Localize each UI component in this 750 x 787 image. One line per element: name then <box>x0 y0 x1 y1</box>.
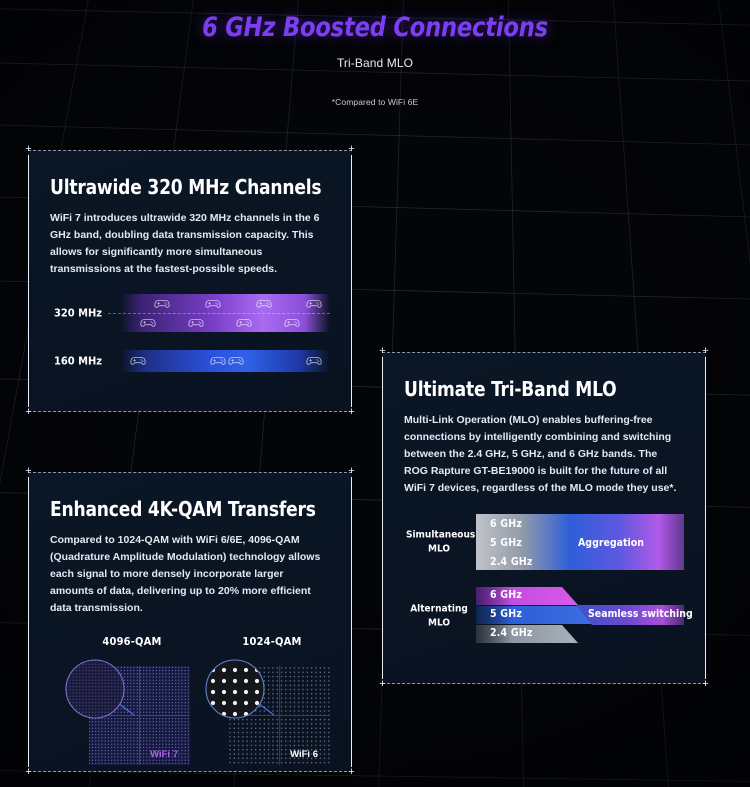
qam-heading: 1024-QAM <box>242 635 302 648</box>
qam-block-4096: 4096-QAM <box>62 635 202 770</box>
mlo-mode-label: Aggregation <box>578 537 645 549</box>
gamepad-icon <box>228 357 244 365</box>
band-label-6ghz: 6 GHz <box>490 589 523 601</box>
corner-marker-plus: + <box>702 678 709 690</box>
card-content: Ultrawide 320 MHz Channels WiFi 7 introd… <box>28 151 352 380</box>
channel-divider-320 <box>108 313 330 314</box>
page-subtitle: Tri-Band MLO <box>336 56 414 70</box>
card-frame: Enhanced 4K-QAM Transfers Compared to 10… <box>28 472 352 772</box>
band-label-5ghz: 5 GHz <box>490 608 523 620</box>
card-frame: Ultimate Tri-Band MLO Multi-Link Operati… <box>382 352 706 684</box>
card-title: Ultimate Tri-Band MLO <box>404 377 617 401</box>
mlo-bar-simultaneous: 6 GHz 5 GHz 2.4 GHz Aggregation <box>476 511 684 573</box>
gamepad-icon <box>130 357 146 365</box>
card-content: Ultimate Tri-Band MLO Multi-Link Operati… <box>382 353 706 647</box>
gamepad-icon <box>256 300 272 308</box>
page-footnote: *Compared to WiFi 6E <box>331 97 419 107</box>
band-label-24ghz: 2.4 GHz <box>490 627 533 639</box>
qam-footer-label: WiFi 7 <box>150 749 178 760</box>
mlo-bar-alternating: 6 GHz 5 GHz 2.4 GHz Seamless switching <box>476 585 693 647</box>
mlo-label-line2: MLO <box>428 543 450 554</box>
qam-grid-4096: WiFi 7 <box>65 659 190 765</box>
qam-heading: 4096-QAM <box>102 635 162 648</box>
qam-grid-1024: WiFi 6 <box>205 659 330 765</box>
gamepad-icon <box>154 300 170 308</box>
page-header: 6 GHz Boosted Connections Tri-Band MLO *… <box>0 0 750 107</box>
card-tri-band-mlo[interactable]: Ultimate Tri-Band MLO Multi-Link Operati… <box>379 346 708 690</box>
gamepad-icon <box>306 300 322 308</box>
card-4k-qam-transfers[interactable]: Enhanced 4K-QAM Transfers Compared to 10… <box>25 466 354 778</box>
card-ultrawide-channels[interactable]: Ultrawide 320 MHz Channels WiFi 7 introd… <box>25 144 354 418</box>
qam-footer-label: WiFi 6 <box>290 749 318 760</box>
mlo-row-simultaneous: Simultaneous MLO <box>404 511 684 573</box>
card-description: Compared to 1024-QAM with WiFi 6/6E, 409… <box>50 534 321 614</box>
card-title: Ultrawide 320 MHz Channels <box>50 175 322 199</box>
channel-label-320: 320 MHz <box>54 306 102 320</box>
gamepad-icon <box>188 319 204 327</box>
channel-row-160: 160 MHz <box>50 342 330 380</box>
card-description: WiFi 7 introduces ultrawide 320 MHz chan… <box>50 212 320 275</box>
corner-marker-plus: + <box>379 678 386 690</box>
mlo-label-line1: Simultaneous <box>406 529 476 541</box>
mlo-label-simultaneous: Simultaneous MLO <box>406 529 476 556</box>
qam-constellation-diagram: 4096-QAM <box>50 635 330 765</box>
card-frame: Ultrawide 320 MHz Channels WiFi 7 introd… <box>28 150 352 412</box>
band-label-24ghz: 2.4 GHz <box>490 556 533 568</box>
mlo-label-line2: MLO <box>428 617 450 628</box>
qam-block-1024: 1024-QAM <box>202 635 342 770</box>
mlo-mode-label: Seamless switching <box>588 608 693 620</box>
band-label-5ghz: 5 GHz <box>490 537 523 549</box>
gamepad-icon <box>306 357 322 365</box>
channel-bars-diagram: 320 MHz 160 MHz <box>50 294 330 380</box>
channel-label-160: 160 MHz <box>54 354 102 368</box>
mlo-bands-diagram: Simultaneous MLO <box>404 511 693 647</box>
page-title: 6 GHz Boosted Connections <box>202 12 548 43</box>
mlo-label-alternating: Alternating MLO <box>406 603 472 630</box>
gamepad-icon <box>210 357 226 365</box>
mlo-label-line1: Alternating <box>410 603 468 615</box>
band-label-6ghz: 6 GHz <box>490 518 523 530</box>
corner-marker-plus: + <box>25 406 32 418</box>
corner-marker-plus: + <box>348 406 355 418</box>
mlo-row-alternating: Alternating MLO <box>404 585 693 647</box>
corner-marker-plus: + <box>25 766 32 778</box>
corner-marker-plus: + <box>348 766 355 778</box>
gamepad-icon <box>140 319 156 327</box>
gamepad-icon <box>284 319 300 327</box>
channel-row-320: 320 MHz <box>50 294 330 332</box>
gamepad-icon <box>205 300 221 308</box>
card-description: Multi-Link Operation (MLO) enables buffe… <box>404 414 677 494</box>
card-content: Enhanced 4K-QAM Transfers Compared to 10… <box>28 473 352 765</box>
gamepad-icon <box>236 319 252 327</box>
card-title: Enhanced 4K-QAM Transfers <box>50 497 316 521</box>
